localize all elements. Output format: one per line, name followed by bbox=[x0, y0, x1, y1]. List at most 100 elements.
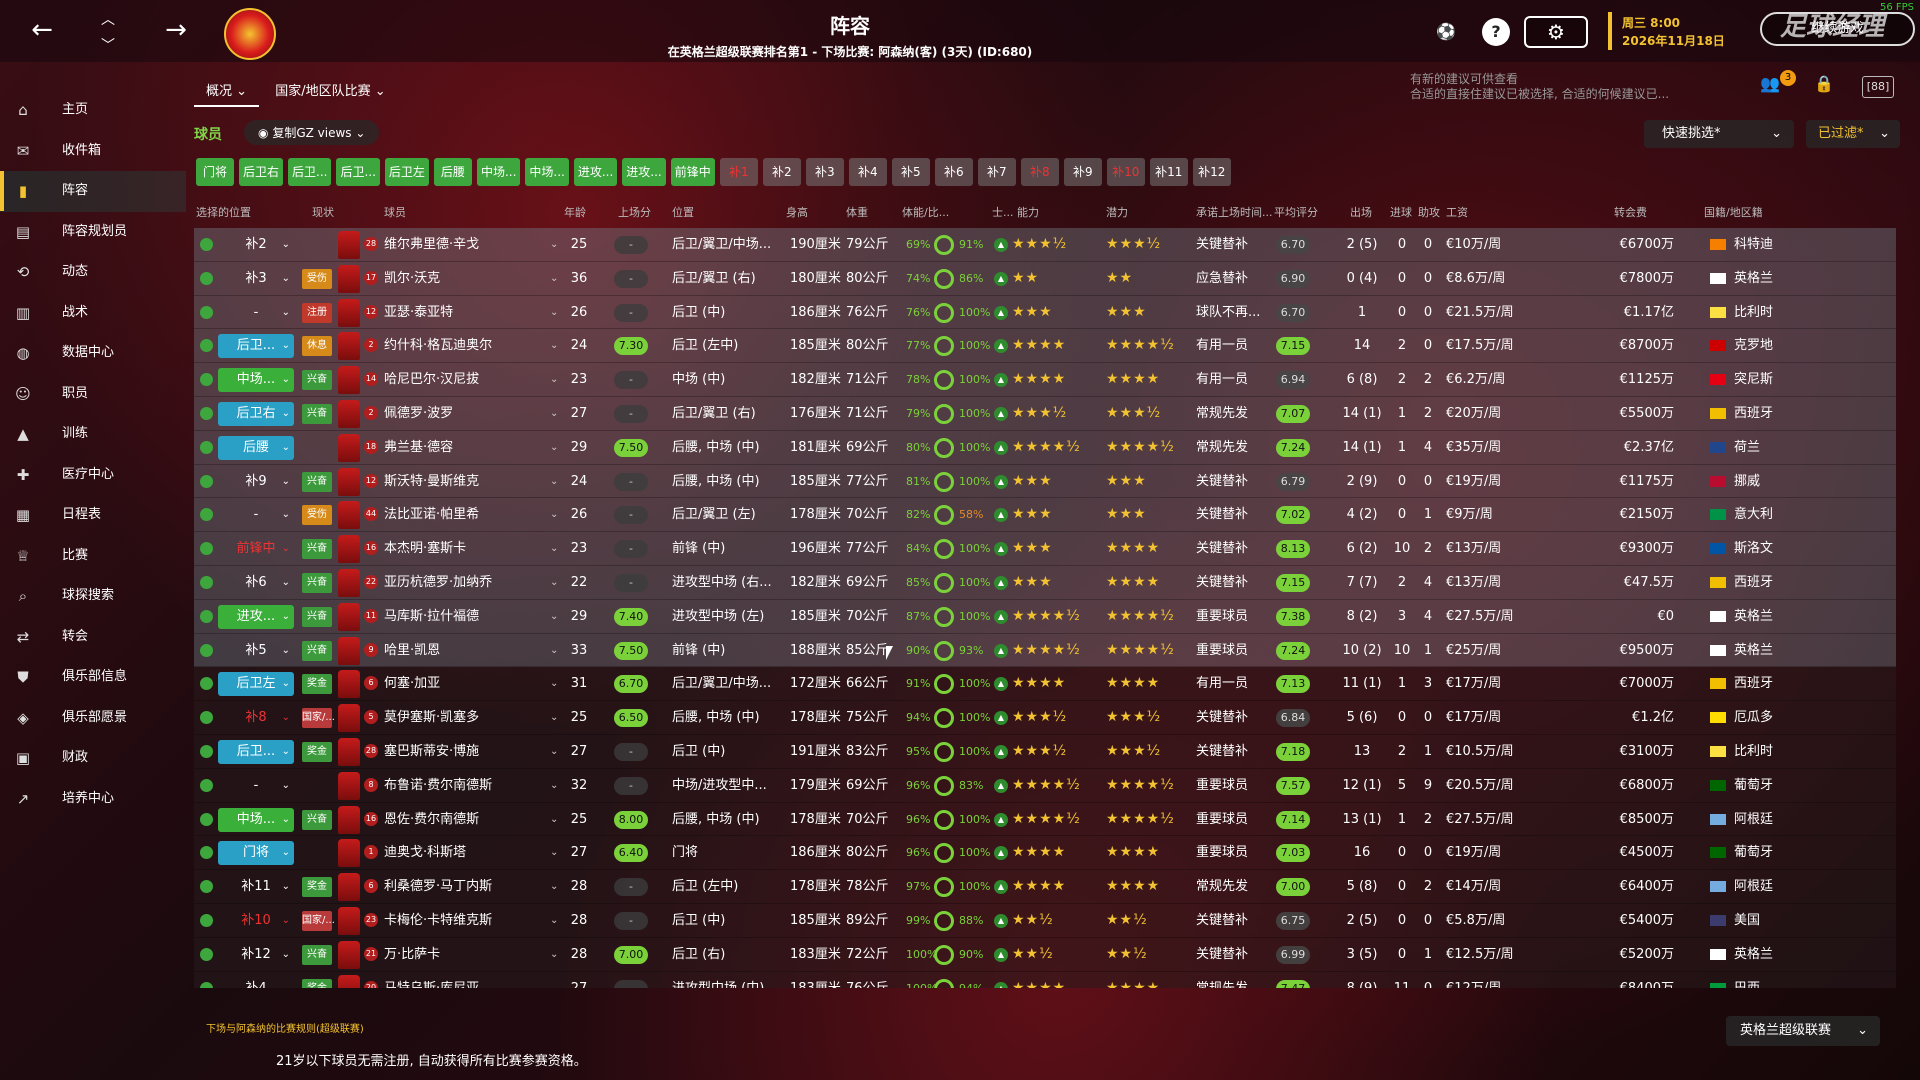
player-name[interactable]: 斯沃特·曼斯维克 bbox=[384, 473, 480, 489]
checkbox-icon[interactable] bbox=[200, 474, 213, 488]
position-chip[interactable]: 补1 bbox=[719, 158, 758, 186]
player-name[interactable]: 法比亚诺·帕里希 bbox=[384, 507, 480, 523]
suggestion-notice[interactable]: 有新的建议可供查看 合适的直接住建议已被选择, 合适的何候建议已... bbox=[1410, 72, 1669, 102]
player-name[interactable]: 弗兰基·德容 bbox=[384, 439, 454, 455]
status-badge[interactable]: 奖金 bbox=[302, 741, 332, 762]
status-badge[interactable]: 国家/... bbox=[302, 708, 335, 729]
status-badge[interactable]: 兴奋 bbox=[302, 539, 332, 560]
col-age[interactable]: 年龄 bbox=[564, 206, 586, 219]
chevron-down-icon[interactable]: ⌄ bbox=[550, 847, 559, 859]
table-row[interactable]: - ⌄ 注册 12 亚瑟·泰亚特 ⌄ 26- 后卫 (中) 186厘米 76公斤 76% 100% ▲ ★… bbox=[194, 295, 1896, 330]
selected-position-dropdown[interactable]: - ⌄ bbox=[218, 774, 294, 798]
table-row[interactable]: 后卫右 ⌄ 兴奋 2 佩德罗·波罗 ⌄ 27 - 后卫/翼卫 (右) 176厘米 71公斤 79% 10… bbox=[194, 396, 1896, 431]
position-chip[interactable]: 进攻... bbox=[573, 158, 618, 186]
sidebar-item-tactics[interactable]: ▥ 战术 bbox=[0, 293, 186, 334]
table-row[interactable]: 补12 ⌄ 兴奋 21 万·比萨卡 ⌄ 28 7.00 后卫 (右) 183厘米 72公斤 100% 9… bbox=[194, 937, 1896, 972]
chevron-down-icon[interactable]: ⌄ bbox=[550, 441, 559, 453]
sidebar-item-data[interactable]: ◍ 数据中心 bbox=[0, 333, 186, 374]
checkbox-icon[interactable] bbox=[200, 744, 213, 758]
player-name[interactable]: 凯尔·沃克 bbox=[384, 270, 441, 286]
checkbox-icon[interactable] bbox=[200, 711, 213, 725]
selected-position-dropdown[interactable]: 补4 ⌄ bbox=[218, 977, 294, 988]
checkbox-icon[interactable] bbox=[200, 373, 213, 387]
checkbox-icon[interactable] bbox=[200, 846, 213, 860]
table-row[interactable]: - ⌄ 8 布鲁诺·费尔南德斯 ⌄ 32- 中场/进攻型中... 179厘米 69公斤 96% 83… bbox=[194, 768, 1896, 803]
chevron-down-icon[interactable]: ⌄ bbox=[550, 306, 559, 318]
position-chip[interactable]: 后腰 bbox=[433, 158, 472, 186]
status-badge[interactable]: 兴奋 bbox=[302, 403, 332, 424]
chevron-down-icon[interactable]: ⌄ bbox=[550, 644, 559, 656]
club-crest-icon[interactable] bbox=[224, 8, 276, 60]
chevron-down-icon[interactable]: ⌄ bbox=[550, 576, 559, 588]
player-name[interactable]: 塞巴斯蒂安·博施 bbox=[384, 743, 480, 759]
sidebar-item-finance[interactable]: ▣ 财政 bbox=[0, 738, 186, 779]
tab-international[interactable]: 国家/地区队比赛 ⌄ bbox=[275, 84, 386, 99]
table-row[interactable]: 后卫左 ⌄ 奖金 6 何塞·加亚 ⌄ 31 6.70 后卫/翼卫/中场... 172厘米 66公斤 9… bbox=[194, 667, 1896, 702]
col-player[interactable]: 球员 bbox=[384, 206, 406, 219]
chevron-down-icon[interactable]: ⌄ bbox=[550, 272, 559, 284]
status-badge[interactable]: 奖金 bbox=[302, 877, 332, 898]
notification-icon[interactable]: 👥 bbox=[1760, 74, 1780, 93]
sidebar-item-development[interactable]: ↗ 培养中心 bbox=[0, 779, 186, 820]
player-name[interactable]: 哈尼巴尔·汉尼拔 bbox=[384, 372, 480, 388]
selected-position-dropdown[interactable]: 补9 ⌄ bbox=[218, 470, 294, 494]
col-fee[interactable]: 转会费 bbox=[1614, 206, 1647, 219]
continue-button[interactable]: 继续游戏 bbox=[1760, 12, 1915, 46]
player-name[interactable]: 布鲁诺·费尔南德斯 bbox=[384, 777, 493, 793]
checkbox-icon[interactable] bbox=[200, 778, 213, 792]
chevron-down-icon[interactable]: ⌄ bbox=[550, 509, 559, 521]
selected-position-dropdown[interactable]: 后卫右 ⌄ bbox=[218, 401, 294, 426]
chevron-down-icon[interactable]: ⌄ bbox=[550, 712, 559, 724]
position-chip[interactable]: 补6 bbox=[934, 158, 973, 186]
selected-position-dropdown[interactable]: - ⌄ bbox=[218, 301, 294, 325]
lock-icon[interactable]: 🔒 bbox=[1814, 74, 1834, 93]
table-row[interactable]: 补11 ⌄ 奖金 6 利桑德罗·马丁内斯 ⌄ 28 - 后卫 (左中) 178厘米 78公斤 97% 1… bbox=[194, 870, 1896, 904]
player-name[interactable]: 万·比萨卡 bbox=[384, 946, 441, 962]
selected-position-dropdown[interactable]: 补3 ⌄ bbox=[218, 267, 294, 291]
status-badge[interactable]: 兴奋 bbox=[302, 370, 332, 391]
player-name[interactable]: 恩佐·费尔南德斯 bbox=[384, 811, 480, 827]
col-weight[interactable]: 体重 bbox=[846, 206, 868, 219]
position-chip[interactable]: 补3 bbox=[805, 158, 844, 186]
player-name[interactable]: 莫伊塞斯·凯塞多 bbox=[384, 710, 480, 726]
table-row[interactable]: 中场... ⌄ 兴奋 14 哈尼巴尔·汉尼拔 ⌄ 23 - 中场 (中) 182厘米 71公斤 78%… bbox=[194, 363, 1896, 397]
status-badge[interactable]: 休息 bbox=[302, 336, 332, 357]
position-chip[interactable]: 后卫... bbox=[336, 158, 380, 186]
col-nation[interactable]: 国籍/地区籍 bbox=[1704, 206, 1763, 219]
table-row[interactable]: 补4 ⌄ 奖金 20 马特乌斯·库尼亚 ⌄ 27 - 进攻型中场 (中)183厘米 76公斤 100… bbox=[194, 971, 1896, 988]
checkbox-icon[interactable] bbox=[200, 238, 213, 251]
sidebar-item-search[interactable]: ⌕ 球探搜索 bbox=[0, 576, 186, 617]
position-chip[interactable]: 后卫左 bbox=[384, 158, 429, 186]
selected-position-dropdown[interactable]: 补2 ⌄ bbox=[218, 233, 294, 257]
chevron-down-icon[interactable]: ⌄ bbox=[550, 813, 559, 825]
chevron-down-icon[interactable]: ⌄ bbox=[550, 475, 559, 487]
position-chip[interactable]: 补4 bbox=[848, 158, 887, 186]
player-name[interactable]: 亚历杭德罗·加纳乔 bbox=[384, 574, 493, 590]
position-chip[interactable]: 补5 bbox=[891, 158, 930, 186]
col-apps[interactable]: 出场 bbox=[1350, 206, 1372, 219]
sidebar-item-medical[interactable]: ✚ 医疗中心 bbox=[0, 455, 186, 496]
checkbox-icon[interactable] bbox=[200, 271, 213, 285]
sidebar-item-trophy[interactable]: ♕ 比赛 bbox=[0, 536, 186, 577]
col-potential[interactable]: 潜力 bbox=[1106, 206, 1128, 219]
chevron-down-icon[interactable]: ⌄ bbox=[550, 779, 559, 791]
status-badge[interactable]: 兴奋 bbox=[302, 572, 332, 593]
player-name[interactable]: 利桑德罗·马丁内斯 bbox=[384, 879, 493, 895]
selected-position-dropdown[interactable]: 后腰 ⌄ bbox=[218, 435, 294, 460]
chevron-down-icon[interactable]: ⌄ bbox=[550, 678, 559, 690]
selected-position-dropdown[interactable]: 补12 ⌄ bbox=[218, 943, 294, 967]
player-name[interactable]: 维尔弗里德·辛戈 bbox=[384, 237, 480, 252]
checkbox-icon[interactable] bbox=[200, 812, 213, 826]
position-chip[interactable]: 中场... bbox=[525, 158, 569, 186]
chevron-down-icon[interactable]: ⌄ bbox=[550, 948, 559, 960]
checkbox-icon[interactable] bbox=[200, 305, 213, 319]
chevron-down-icon[interactable]: ⌄ bbox=[550, 407, 559, 419]
selected-position-dropdown[interactable]: 补11 ⌄ bbox=[218, 875, 294, 899]
col-position[interactable]: 位置 bbox=[672, 206, 694, 219]
filter-dropdown[interactable]: 已过滤* ⌄ bbox=[1806, 120, 1900, 148]
col-status[interactable]: 现状 bbox=[312, 206, 334, 219]
down-chevron-icon[interactable]: ﹀ bbox=[101, 38, 115, 54]
up-chevron-icon[interactable]: ︿ bbox=[101, 12, 115, 28]
tab-overview[interactable]: 概况 ⌄ bbox=[194, 74, 260, 107]
checkbox-icon[interactable] bbox=[200, 677, 213, 691]
